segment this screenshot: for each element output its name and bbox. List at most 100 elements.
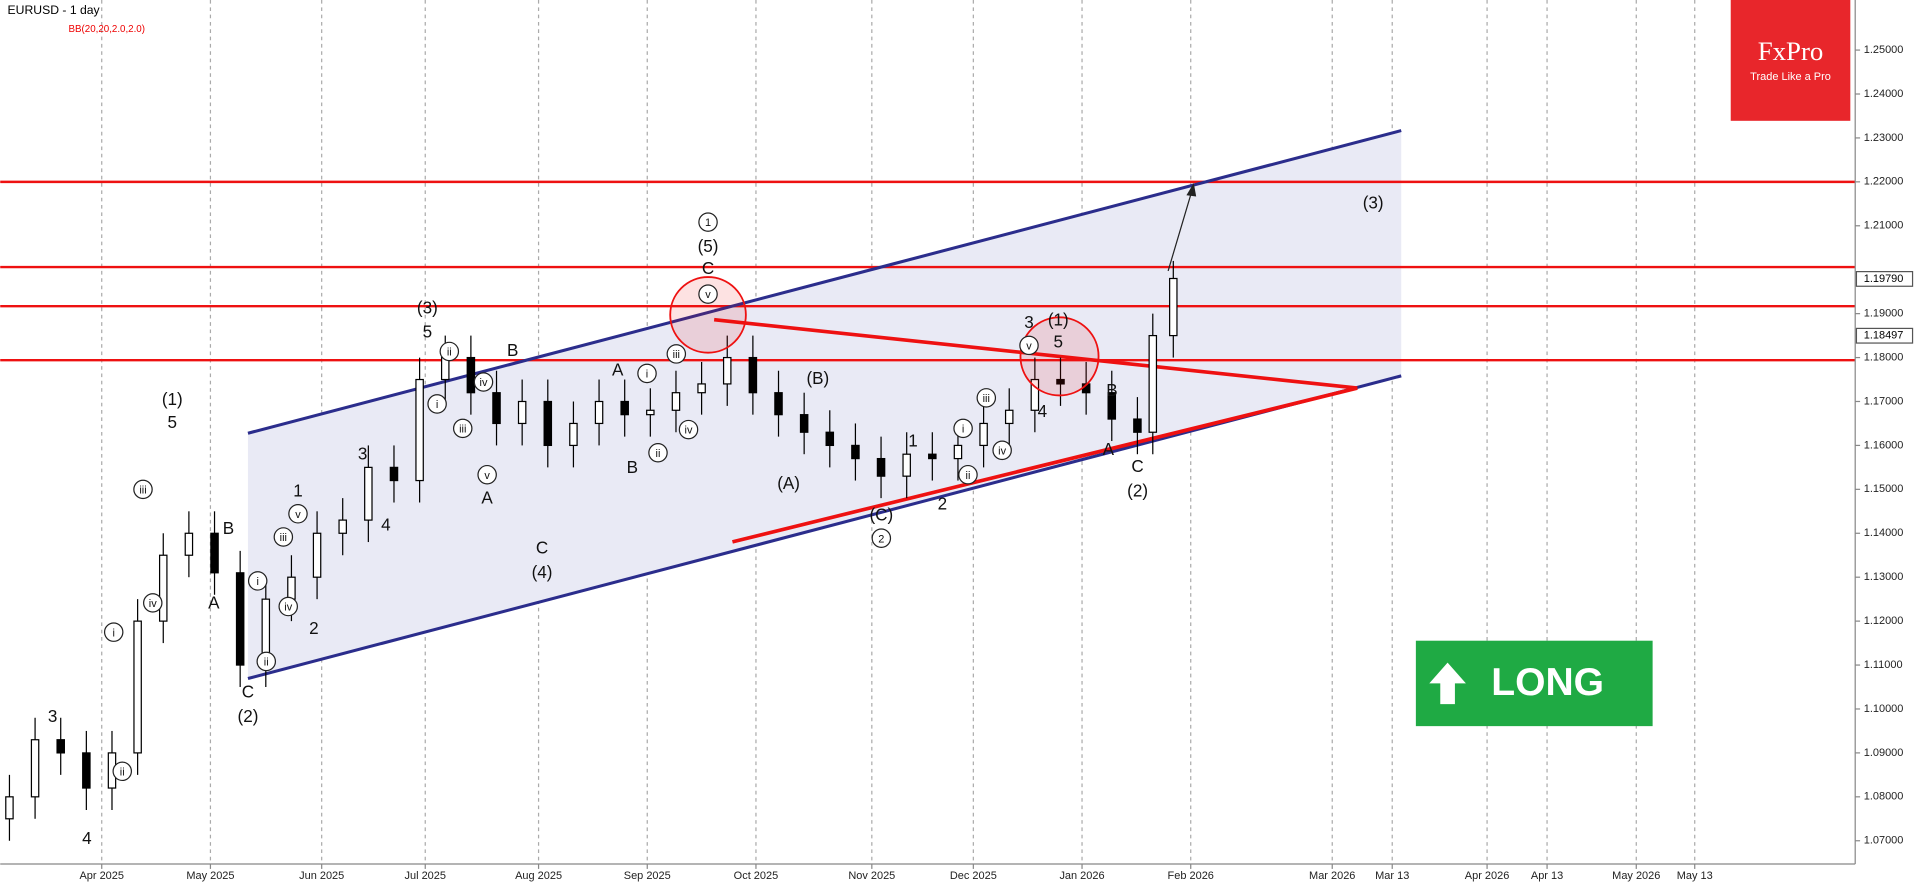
wave-label: iii <box>280 532 287 544</box>
wave-label: iii <box>983 393 990 405</box>
candle-body <box>1148 334 1158 433</box>
wave-label: A <box>612 361 624 380</box>
wave-label: ii <box>120 766 125 778</box>
wave-circle <box>256 651 277 672</box>
y-tick-label: 1.23000 <box>1864 132 1904 144</box>
wave-circle <box>698 284 718 304</box>
levels <box>0 180 1856 362</box>
y-tick-label: 1.14000 <box>1864 527 1904 539</box>
candle-body <box>389 466 399 482</box>
candle-body <box>56 739 65 754</box>
wave-label: 2 <box>309 619 319 638</box>
candle-body <box>953 444 963 460</box>
wave-label: (1) <box>162 390 183 409</box>
wave-label: A <box>1103 440 1115 459</box>
wave-label: 5 <box>1054 332 1064 351</box>
candle-body <box>338 519 347 534</box>
wave-circle <box>958 464 978 485</box>
wave-label: 4 <box>1038 402 1048 421</box>
wave-circle <box>133 479 153 500</box>
x-tick-label: Dec 2025 <box>950 870 997 882</box>
wave-circle <box>103 622 124 642</box>
wave-label: i <box>112 627 114 639</box>
wave-label: 5 <box>423 323 433 342</box>
y-tick-label: 1.25000 <box>1864 44 1904 56</box>
wave-circle <box>1019 335 1039 356</box>
indicator-label: BB(20,20,2.0,2.0) <box>69 24 145 35</box>
candle-body <box>466 356 476 394</box>
wave-label: B <box>223 519 234 538</box>
candle-body <box>646 409 655 416</box>
y-tick-label: 1.22000 <box>1864 176 1904 188</box>
wave-label: iii <box>673 349 680 361</box>
candle-body <box>1133 418 1142 433</box>
wave-label: (C) <box>869 506 893 525</box>
wave-label: (3) <box>1363 193 1384 212</box>
wave-circle <box>871 528 892 548</box>
wave-label: 3 <box>1024 313 1034 332</box>
y-tick-label: 1.09000 <box>1864 747 1904 759</box>
signal-label: LONG <box>1491 661 1604 704</box>
candle-body <box>5 796 14 820</box>
candle-body <box>364 466 373 521</box>
wave-label: (2) <box>1127 481 1148 500</box>
wave-label: (1) <box>1048 310 1069 329</box>
wave-label: i <box>962 423 964 435</box>
x-tick-label: May 2025 <box>186 870 234 882</box>
x-tick-label: Jun 2025 <box>299 870 344 882</box>
y-tick-label: 1.08000 <box>1864 791 1904 803</box>
y-tick-label: 1.21000 <box>1864 220 1904 232</box>
x-tick-label: May 2026 <box>1612 870 1660 882</box>
wave-label: (A) <box>777 474 800 493</box>
target-arrow <box>1167 192 1192 272</box>
candle-body <box>1030 378 1040 411</box>
candle-body <box>1004 409 1014 425</box>
wave-label: v <box>705 289 711 301</box>
candle-body <box>671 392 681 411</box>
wave-label: ii <box>966 470 971 482</box>
wave-label: 2 <box>938 495 948 514</box>
x-tick-label: Apr 2026 <box>1465 870 1510 882</box>
triangle-upper <box>713 317 1358 390</box>
wave-label: ii <box>264 657 269 669</box>
wave-label: iv <box>998 445 1006 457</box>
y-tick-label: 1.07000 <box>1864 835 1904 847</box>
chart-title: EURUSD - 1 day <box>8 3 101 17</box>
triangle-lower <box>732 386 1358 544</box>
candle-body <box>312 532 322 578</box>
wave-label: iii <box>139 485 146 497</box>
x-tick-label: Jul 2025 <box>405 870 446 882</box>
wave-label: v <box>484 470 490 482</box>
wave-label: C <box>702 259 714 278</box>
logo-box <box>1730 0 1851 121</box>
y-tick-label: 1.19000 <box>1864 308 1904 320</box>
wave-label: iv <box>480 377 488 389</box>
wave-circle <box>278 596 298 617</box>
x-tick-label: Feb 2026 <box>1168 870 1214 882</box>
wave-label: (B) <box>806 369 829 388</box>
candle-body <box>748 356 758 394</box>
wave-label: ii <box>656 448 661 460</box>
wave-label: C <box>1131 457 1143 476</box>
wave-circle <box>648 443 668 463</box>
price-marker <box>1855 271 1914 287</box>
candle-body <box>594 400 604 425</box>
candle-body <box>82 752 91 789</box>
candle-body <box>517 400 527 425</box>
wave-label: B <box>1106 381 1117 400</box>
highlight-circle <box>669 276 747 354</box>
wave-circle <box>637 363 657 384</box>
x-tick-label: Oct 2025 <box>734 870 779 882</box>
candle-body <box>979 422 988 447</box>
candle-body <box>1056 378 1065 385</box>
candle-body <box>902 453 911 477</box>
wave-label: i <box>257 576 259 588</box>
candle-body <box>287 576 296 600</box>
wave-label: 1 <box>908 431 918 450</box>
wave-label: 2 <box>878 533 884 545</box>
candle-body <box>774 392 783 416</box>
candle-body <box>1107 392 1117 420</box>
wave-label: A <box>208 594 220 613</box>
